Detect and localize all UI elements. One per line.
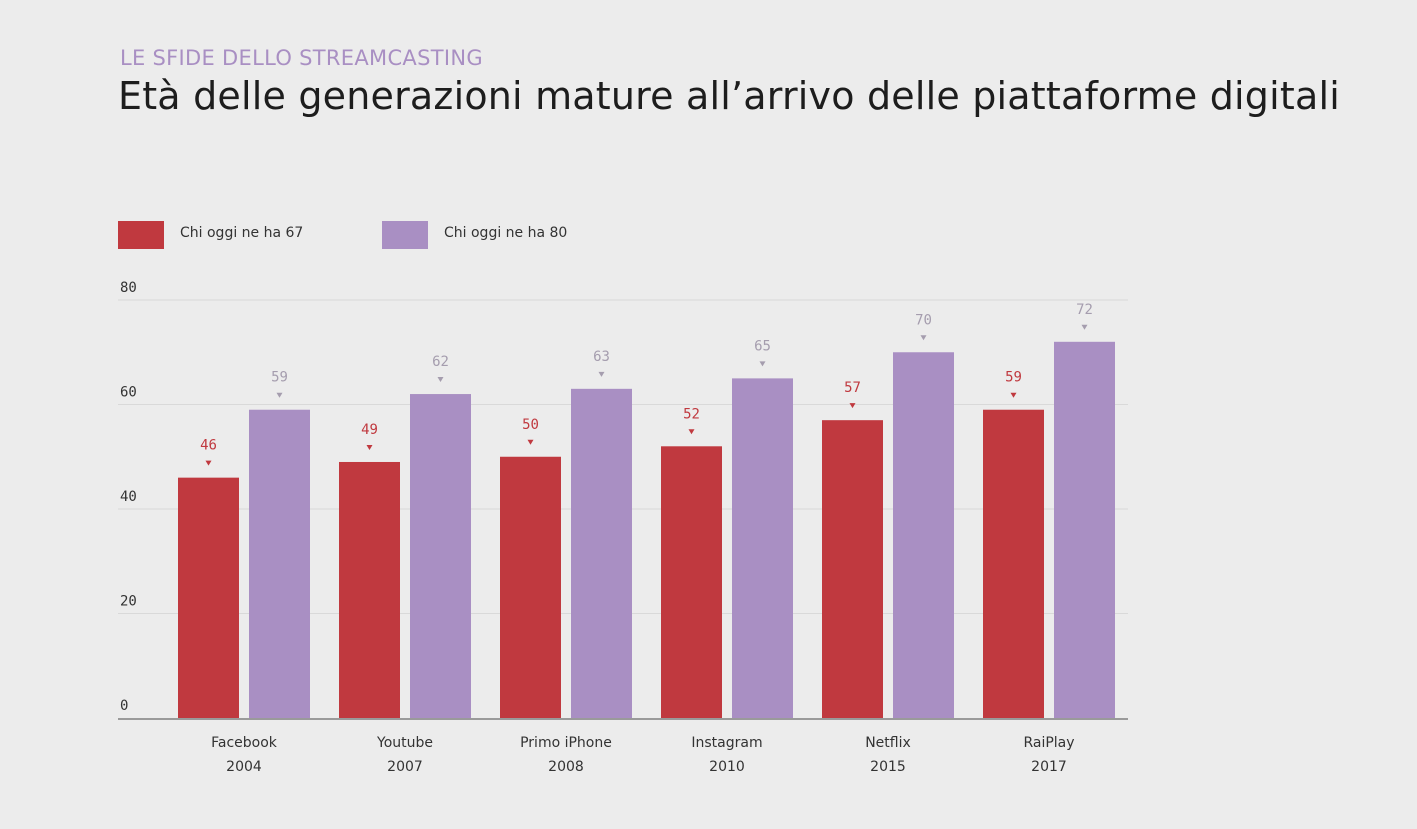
bar [571, 388, 632, 718]
legend-swatch-80 [382, 221, 428, 249]
data-label-marker [276, 392, 283, 398]
data-label-marker [598, 371, 605, 377]
legend-swatch-67 [118, 221, 164, 249]
bar [1054, 341, 1115, 718]
x-tick-year: 2010 [709, 759, 745, 775]
data-label: 70 [915, 312, 932, 328]
x-tick-label: Youtube [376, 735, 433, 751]
legend-label-80: Chi oggi ne ha 80 [444, 225, 568, 241]
data-label-marker [437, 377, 444, 383]
x-tick-label: Facebook [211, 735, 278, 751]
data-label: 59 [1005, 370, 1022, 386]
data-label: 63 [593, 349, 610, 365]
data-label: 59 [271, 370, 288, 386]
data-label-marker [759, 361, 766, 367]
bar [500, 456, 561, 718]
x-tick-label: Primo iPhone [520, 735, 612, 751]
bar [822, 420, 883, 718]
y-tick-label: 40 [120, 489, 137, 505]
data-label: 52 [683, 406, 700, 422]
x-tick-label: Netflix [865, 735, 911, 751]
data-label: 57 [844, 380, 861, 396]
x-tick-year: 2017 [1031, 759, 1067, 775]
legend-label-67: Chi oggi ne ha 67 [180, 225, 304, 241]
x-tick-year: 2008 [548, 759, 584, 775]
data-label: 72 [1076, 302, 1093, 318]
data-label: 62 [432, 354, 449, 370]
slide-title: Età delle generazioni mature all’arrivo … [118, 74, 1340, 118]
bar [178, 477, 239, 718]
data-label-marker [1081, 324, 1088, 330]
x-tick-year: 2015 [870, 759, 906, 775]
bar [983, 409, 1044, 718]
x-tick-year: 2007 [387, 759, 423, 775]
x-tick-label: Instagram [691, 735, 762, 751]
data-label: 65 [754, 338, 771, 354]
x-tick-label: RaiPlay [1023, 735, 1074, 751]
y-tick-label: 0 [120, 698, 128, 714]
data-label-marker [920, 335, 927, 341]
data-label-marker [688, 429, 695, 435]
bar [339, 461, 400, 718]
x-tick-year: 2004 [226, 759, 262, 775]
y-tick-label: 80 [120, 280, 137, 296]
y-tick-label: 20 [120, 594, 137, 610]
bar [410, 394, 471, 718]
y-tick-label: 60 [120, 385, 137, 401]
data-label-marker [1010, 392, 1017, 398]
bar [893, 352, 954, 718]
data-label: 49 [361, 422, 378, 438]
data-label: 50 [522, 417, 539, 433]
bar [732, 378, 793, 718]
bar [661, 446, 722, 718]
data-label-marker [527, 439, 534, 445]
data-label-marker [366, 444, 373, 450]
slide-kicker: LE SFIDE DELLO STREAMCASTING [120, 46, 483, 70]
bar [249, 409, 310, 718]
data-label: 46 [200, 438, 217, 454]
data-label-marker [849, 403, 856, 409]
data-label-marker [205, 460, 212, 466]
